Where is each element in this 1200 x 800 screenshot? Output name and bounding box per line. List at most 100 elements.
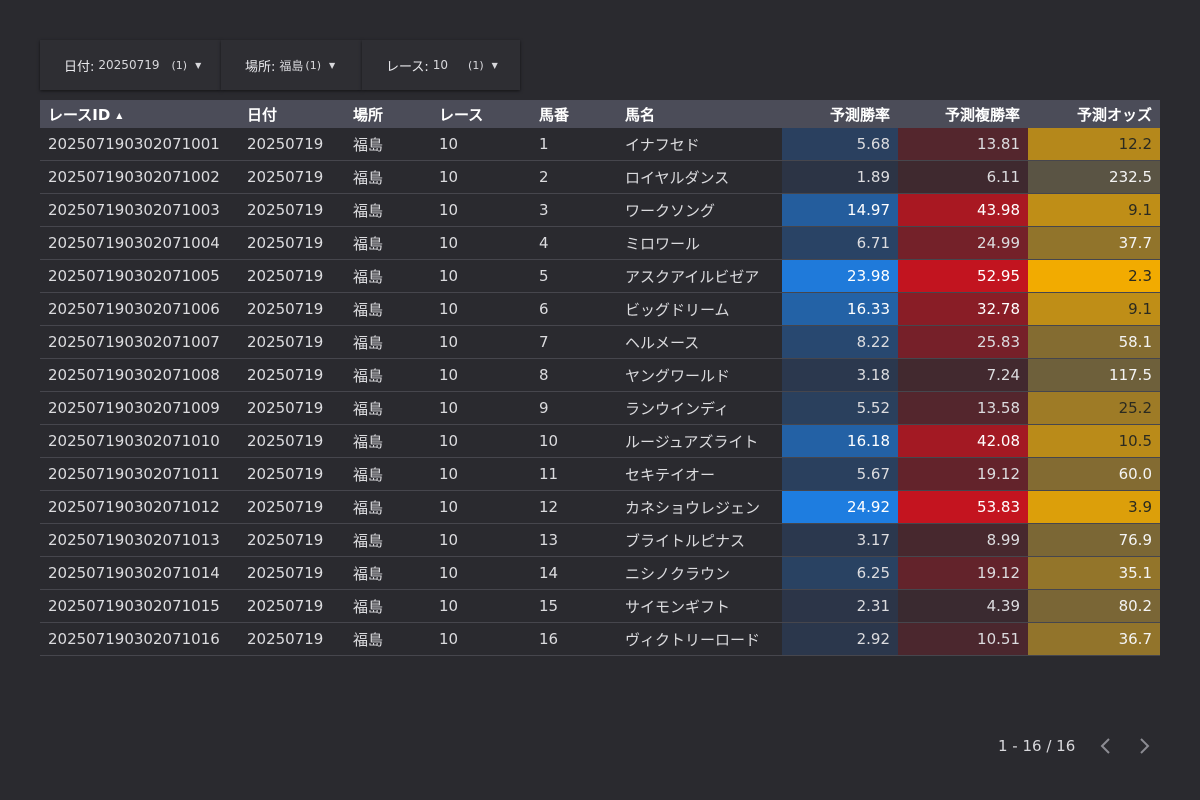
column-header-race-id[interactable]: レースID ▲ (40, 100, 239, 128)
column-header-odds[interactable]: 予測オッズ (1028, 100, 1160, 128)
cell-odds: 10.5 (1028, 424, 1160, 458)
table-row: 202507190302071015 20250719 福島 10 15 サイモンギフト 2… (40, 589, 1160, 623)
table-row: 202507190302071006 20250719 福島 10 6 ビッグドリーム 16… (40, 292, 1160, 326)
cell-race-id: 202507190302071015 (40, 589, 239, 623)
caret-down-icon: ▼ (195, 60, 202, 70)
cell-odds: 12.2 (1028, 128, 1160, 161)
cell-odds: 36.7 (1028, 622, 1160, 656)
cell-horse-number: 10 (531, 424, 617, 458)
cell-odds: 58.1 (1028, 325, 1160, 359)
cell-horse-number: 1 (531, 128, 617, 161)
column-header-win-rate[interactable]: 予測勝率 (782, 100, 898, 128)
cell-place-rate: 13.58 (898, 391, 1028, 425)
cell-race: 10 (431, 292, 531, 326)
filter-bar: 日付: 20250719 (1) ▼ 場所: 福島 (1) ▼ レース: 10 … (40, 40, 520, 90)
filter-venue-value: 福島 (279, 58, 304, 73)
cell-win-rate: 24.92 (782, 490, 898, 524)
next-page-button[interactable] (1135, 732, 1155, 760)
cell-date: 20250719 (239, 259, 345, 293)
pagination-range: 1 - 16 / 16 (998, 737, 1076, 755)
cell-win-rate: 16.18 (782, 424, 898, 458)
cell-place-rate: 4.39 (898, 589, 1028, 623)
column-header-horse-number[interactable]: 馬番 (531, 100, 617, 128)
cell-date: 20250719 (239, 622, 345, 656)
caret-down-icon: ▼ (329, 60, 336, 70)
cell-date: 20250719 (239, 490, 345, 524)
cell-horse-name: ヴィクトリーロード (617, 622, 782, 656)
cell-venue: 福島 (345, 193, 431, 227)
cell-race: 10 (431, 589, 531, 623)
column-header-venue[interactable]: 場所 (345, 100, 431, 128)
table-header-row: レースID ▲ 日付 場所 レース 馬番 馬名 予測勝率 予測複勝率 予測オッズ (40, 100, 1160, 128)
cell-place-rate: 42.08 (898, 424, 1028, 458)
cell-venue: 福島 (345, 556, 431, 590)
cell-horse-number: 5 (531, 259, 617, 293)
cell-date: 20250719 (239, 556, 345, 590)
cell-horse-number: 8 (531, 358, 617, 392)
cell-horse-number: 2 (531, 160, 617, 194)
column-header-place-rate[interactable]: 予測複勝率 (898, 100, 1028, 128)
pagination: 1 - 16 / 16 (998, 732, 1155, 760)
cell-date: 20250719 (239, 128, 345, 161)
cell-horse-name: ランウインディ (617, 391, 782, 425)
cell-place-rate: 19.12 (898, 457, 1028, 491)
cell-horse-number: 16 (531, 622, 617, 656)
cell-race-id: 202507190302071009 (40, 391, 239, 425)
cell-horse-name: ビッグドリーム (617, 292, 782, 326)
column-header-horse-name[interactable]: 馬名 (617, 100, 782, 128)
filter-date[interactable]: 日付: 20250719 (1) ▼ (40, 40, 221, 90)
cell-place-rate: 8.99 (898, 523, 1028, 557)
cell-date: 20250719 (239, 193, 345, 227)
cell-win-rate: 2.31 (782, 589, 898, 623)
cell-venue: 福島 (345, 226, 431, 260)
cell-win-rate: 14.97 (782, 193, 898, 227)
cell-win-rate: 1.89 (782, 160, 898, 194)
cell-race-id: 202507190302071008 (40, 358, 239, 392)
cell-horse-name: ワークソング (617, 193, 782, 227)
cell-place-rate: 24.99 (898, 226, 1028, 260)
table-row: 202507190302071012 20250719 福島 10 12 カネショウレジェ… (40, 490, 1160, 524)
table-row: 202507190302071013 20250719 福島 10 13 ブライトルピナス… (40, 523, 1160, 557)
filter-race[interactable]: レース: 10 (1) ▼ (362, 40, 520, 90)
cell-race: 10 (431, 160, 531, 194)
data-table: レースID ▲ 日付 場所 レース 馬番 馬名 予測勝率 予測複勝率 予測オッズ … (40, 100, 1160, 656)
cell-race-id: 202507190302071013 (40, 523, 239, 557)
cell-race: 10 (431, 457, 531, 491)
cell-race-id: 202507190302071007 (40, 325, 239, 359)
caret-down-icon: ▼ (491, 60, 498, 70)
cell-horse-number: 15 (531, 589, 617, 623)
cell-race-id: 202507190302071006 (40, 292, 239, 326)
cell-venue: 福島 (345, 358, 431, 392)
cell-race: 10 (431, 556, 531, 590)
cell-odds: 232.5 (1028, 160, 1160, 194)
filter-venue[interactable]: 場所: 福島 (1) ▼ (221, 40, 362, 90)
table-row: 202507190302071003 20250719 福島 10 3 ワークソング 14.… (40, 193, 1160, 227)
filter-race-label: レース: (386, 59, 429, 75)
cell-race-id: 202507190302071002 (40, 160, 239, 194)
cell-place-rate: 7.24 (898, 358, 1028, 392)
table-row: 202507190302071009 20250719 福島 10 9 ランウインディ 5.… (40, 391, 1160, 425)
cell-race: 10 (431, 358, 531, 392)
column-header-race[interactable]: レース (431, 100, 531, 128)
chevron-right-icon (1140, 738, 1150, 754)
cell-horse-number: 9 (531, 391, 617, 425)
cell-horse-number: 11 (531, 457, 617, 491)
cell-venue: 福島 (345, 457, 431, 491)
table-row: 202507190302071001 20250719 福島 10 1 イナフセド 5.68… (40, 128, 1160, 161)
cell-race: 10 (431, 490, 531, 524)
chevron-left-icon (1100, 738, 1110, 754)
table-row: 202507190302071010 20250719 福島 10 10 ルージュアズライ… (40, 424, 1160, 458)
cell-race: 10 (431, 259, 531, 293)
filter-race-count: (1) (468, 58, 484, 72)
cell-date: 20250719 (239, 457, 345, 491)
cell-horse-number: 12 (531, 490, 617, 524)
cell-date: 20250719 (239, 424, 345, 458)
previous-page-button[interactable] (1095, 732, 1115, 760)
table-row: 202507190302071005 20250719 福島 10 5 アスクアイルビゼア… (40, 259, 1160, 293)
column-header-date[interactable]: 日付 (239, 100, 345, 128)
cell-odds: 2.3 (1028, 259, 1160, 293)
cell-win-rate: 16.33 (782, 292, 898, 326)
cell-odds: 76.9 (1028, 523, 1160, 557)
cell-odds: 35.1 (1028, 556, 1160, 590)
cell-race: 10 (431, 424, 531, 458)
